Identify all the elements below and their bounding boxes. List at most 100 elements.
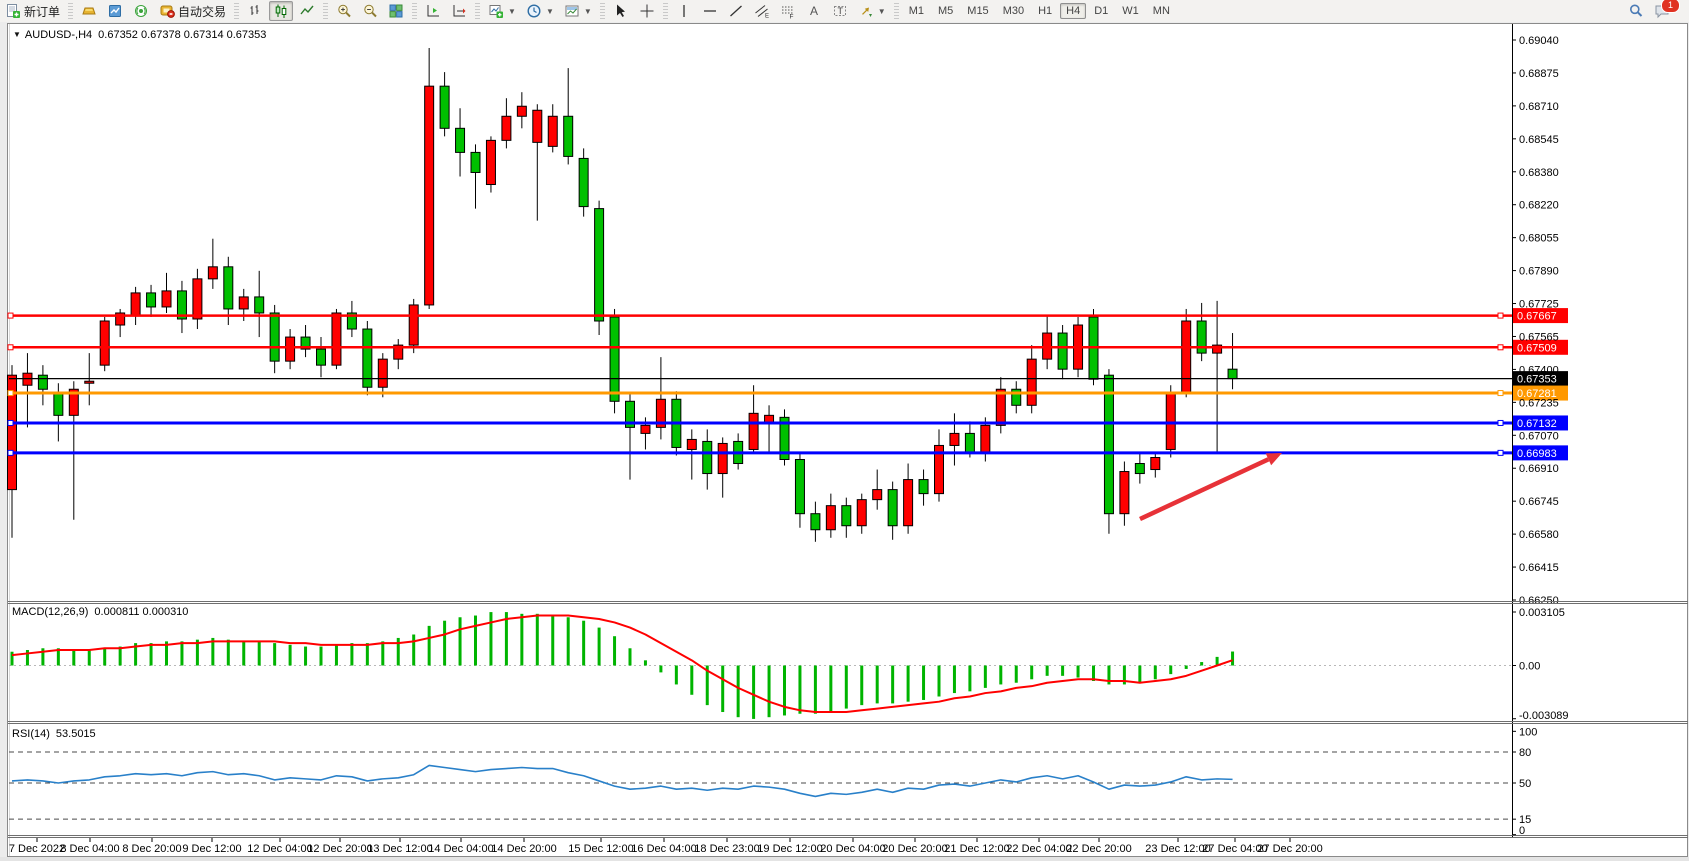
svg-text:0.66745: 0.66745 bbox=[1519, 496, 1559, 508]
svg-text:12 Dec 20:00: 12 Dec 20:00 bbox=[307, 843, 372, 855]
chevron-down-icon: ▼ bbox=[13, 30, 21, 39]
timeframe-clock-button[interactable]: ▼ bbox=[522, 1, 558, 21]
auto-trading-icon bbox=[159, 3, 175, 19]
svg-text:A: A bbox=[810, 4, 818, 18]
fibonacci-icon: F bbox=[780, 3, 796, 19]
svg-text:27 Dec 04:00: 27 Dec 04:00 bbox=[1202, 843, 1267, 855]
svg-text:F: F bbox=[789, 14, 793, 20]
tab-timeframe-mn[interactable]: MN bbox=[1152, 5, 1170, 17]
svg-text:8 Dec 20:00: 8 Dec 20:00 bbox=[122, 843, 181, 855]
svg-text:20 Dec 20:00: 20 Dec 20:00 bbox=[882, 843, 947, 855]
tab-timeframe-m5[interactable]: M5 bbox=[938, 5, 954, 17]
line-chart-button[interactable] bbox=[295, 1, 319, 21]
symbol-header[interactable]: ▼ AUDUSD-,H4 0.67352 0.67378 0.67314 0.673… bbox=[13, 29, 266, 41]
macd-name: MACD(12,26,9) bbox=[12, 606, 89, 618]
new-order-button[interactable]: 新订单 bbox=[1, 1, 64, 22]
svg-text:0.68055: 0.68055 bbox=[1519, 233, 1559, 245]
svg-text:100: 100 bbox=[1519, 726, 1537, 738]
svg-text:14 Dec 20:00: 14 Dec 20:00 bbox=[491, 843, 556, 855]
svg-text:0.67235: 0.67235 bbox=[1519, 397, 1559, 409]
market-book-button[interactable] bbox=[103, 1, 127, 21]
tab-timeframe-h4[interactable]: H4 bbox=[1060, 3, 1087, 19]
svg-text:0.66415: 0.66415 bbox=[1519, 562, 1559, 574]
gold-ingot-icon bbox=[81, 3, 97, 19]
signal-button[interactable] bbox=[129, 1, 153, 21]
svg-text:-0.003089: -0.003089 bbox=[1519, 710, 1569, 722]
svg-text:0.66983: 0.66983 bbox=[1517, 448, 1557, 460]
toolbar-grip bbox=[662, 3, 668, 19]
tab-timeframe-m15[interactable]: M15 bbox=[967, 5, 989, 17]
chart-template-button[interactable]: ▼ bbox=[560, 1, 596, 21]
channel-button[interactable]: E bbox=[750, 1, 774, 21]
vertical-line-icon bbox=[676, 3, 692, 19]
bar-chart-button[interactable] bbox=[243, 1, 267, 21]
tile-windows-icon bbox=[388, 3, 404, 19]
horizontal-line-button[interactable] bbox=[698, 1, 722, 21]
tab-timeframe-d1[interactable]: D1 bbox=[1094, 5, 1109, 17]
svg-text:19 Dec 12:00: 19 Dec 12:00 bbox=[757, 843, 822, 855]
crosshair-button[interactable] bbox=[635, 1, 659, 21]
svg-text:0.66580: 0.66580 bbox=[1519, 529, 1559, 541]
svg-text:18 Dec 23:00: 18 Dec 23:00 bbox=[694, 843, 759, 855]
svg-text:7 Dec 2022: 7 Dec 2022 bbox=[9, 843, 65, 855]
horizontal-line-icon bbox=[702, 3, 718, 19]
svg-text:12 Dec 04:00: 12 Dec 04:00 bbox=[247, 843, 312, 855]
svg-text:13 Dec 12:00: 13 Dec 12:00 bbox=[367, 843, 432, 855]
toolbar-grip bbox=[412, 3, 418, 19]
vertical-line-button[interactable] bbox=[672, 1, 696, 21]
toolbar-grip bbox=[893, 3, 899, 19]
search-button[interactable] bbox=[1624, 1, 1648, 21]
zoom-in-button[interactable] bbox=[332, 1, 356, 21]
svg-text:E: E bbox=[765, 14, 769, 20]
text-button[interactable]: A bbox=[802, 1, 826, 21]
svg-text:20 Dec 04:00: 20 Dec 04:00 bbox=[820, 843, 885, 855]
svg-text:22 Dec 20:00: 22 Dec 20:00 bbox=[1066, 843, 1131, 855]
candlestick-chart-button[interactable] bbox=[269, 1, 294, 21]
zoom-out-button[interactable] bbox=[358, 1, 382, 21]
toolbar-grip bbox=[234, 3, 240, 19]
chevron-down-icon: ▼ bbox=[583, 6, 592, 16]
chart-autoscroll-button[interactable] bbox=[447, 1, 471, 21]
arrows-tool-icon bbox=[858, 3, 874, 19]
zoom-out-icon bbox=[362, 3, 378, 19]
svg-text:16 Dec 04:00: 16 Dec 04:00 bbox=[631, 843, 696, 855]
arrows-tool-button[interactable]: ▼ bbox=[854, 1, 890, 21]
tile-windows-button[interactable] bbox=[384, 1, 408, 21]
timeframe-clock-icon bbox=[526, 3, 542, 19]
svg-text:0.68220: 0.68220 bbox=[1519, 200, 1559, 212]
chart-shift-icon bbox=[425, 3, 441, 19]
svg-text:0.67725: 0.67725 bbox=[1519, 299, 1559, 311]
gold-ingot-button[interactable] bbox=[77, 1, 101, 21]
svg-text:0.67070: 0.67070 bbox=[1519, 430, 1559, 442]
svg-text:0.68710: 0.68710 bbox=[1519, 101, 1559, 113]
new-chart-button[interactable]: ▼ bbox=[484, 1, 520, 21]
toolbar-grip bbox=[323, 3, 329, 19]
tab-timeframe-w1[interactable]: W1 bbox=[1122, 5, 1139, 17]
svg-text:0.67565: 0.67565 bbox=[1519, 331, 1559, 343]
chart-shift-button[interactable] bbox=[421, 1, 445, 21]
svg-text:15: 15 bbox=[1519, 814, 1531, 826]
svg-text:0.67400: 0.67400 bbox=[1519, 364, 1559, 376]
cursor-icon bbox=[613, 3, 629, 19]
notifications-button[interactable]: 1 bbox=[1650, 0, 1680, 21]
notification-count-badge: 1 bbox=[1661, 0, 1680, 13]
trendline-button[interactable] bbox=[724, 1, 748, 21]
auto-trading-label: 自动交易 bbox=[178, 4, 227, 19]
svg-text:23 Dec 12:00: 23 Dec 12:00 bbox=[1145, 843, 1210, 855]
cursor-button[interactable] bbox=[609, 1, 633, 21]
new-order-label: 新订单 bbox=[24, 4, 61, 19]
fibonacci-button[interactable]: F bbox=[776, 1, 800, 21]
svg-text:0.003105: 0.003105 bbox=[1519, 607, 1565, 619]
macd-indicator-label: MACD(12,26,9) 0.000811 0.000310 bbox=[12, 606, 188, 618]
text-icon: A bbox=[806, 3, 822, 19]
tab-timeframe-h1[interactable]: H1 bbox=[1038, 5, 1053, 17]
toolbar-grip bbox=[599, 3, 605, 19]
chart-canvas[interactable]: 0.67667 0.67509 0.67353 0.67281 0.67132 0.669… bbox=[0, 22, 1689, 861]
auto-trading-button[interactable]: 自动交易 bbox=[155, 1, 230, 22]
svg-text:0.67281: 0.67281 bbox=[1517, 388, 1557, 400]
tab-timeframe-m30[interactable]: M30 bbox=[1002, 5, 1025, 17]
tab-timeframe-m1[interactable]: M1 bbox=[908, 5, 924, 17]
search-icon bbox=[1628, 3, 1644, 19]
text-label-button[interactable]: T bbox=[828, 1, 852, 21]
svg-text:14 Dec 04:00: 14 Dec 04:00 bbox=[428, 843, 493, 855]
